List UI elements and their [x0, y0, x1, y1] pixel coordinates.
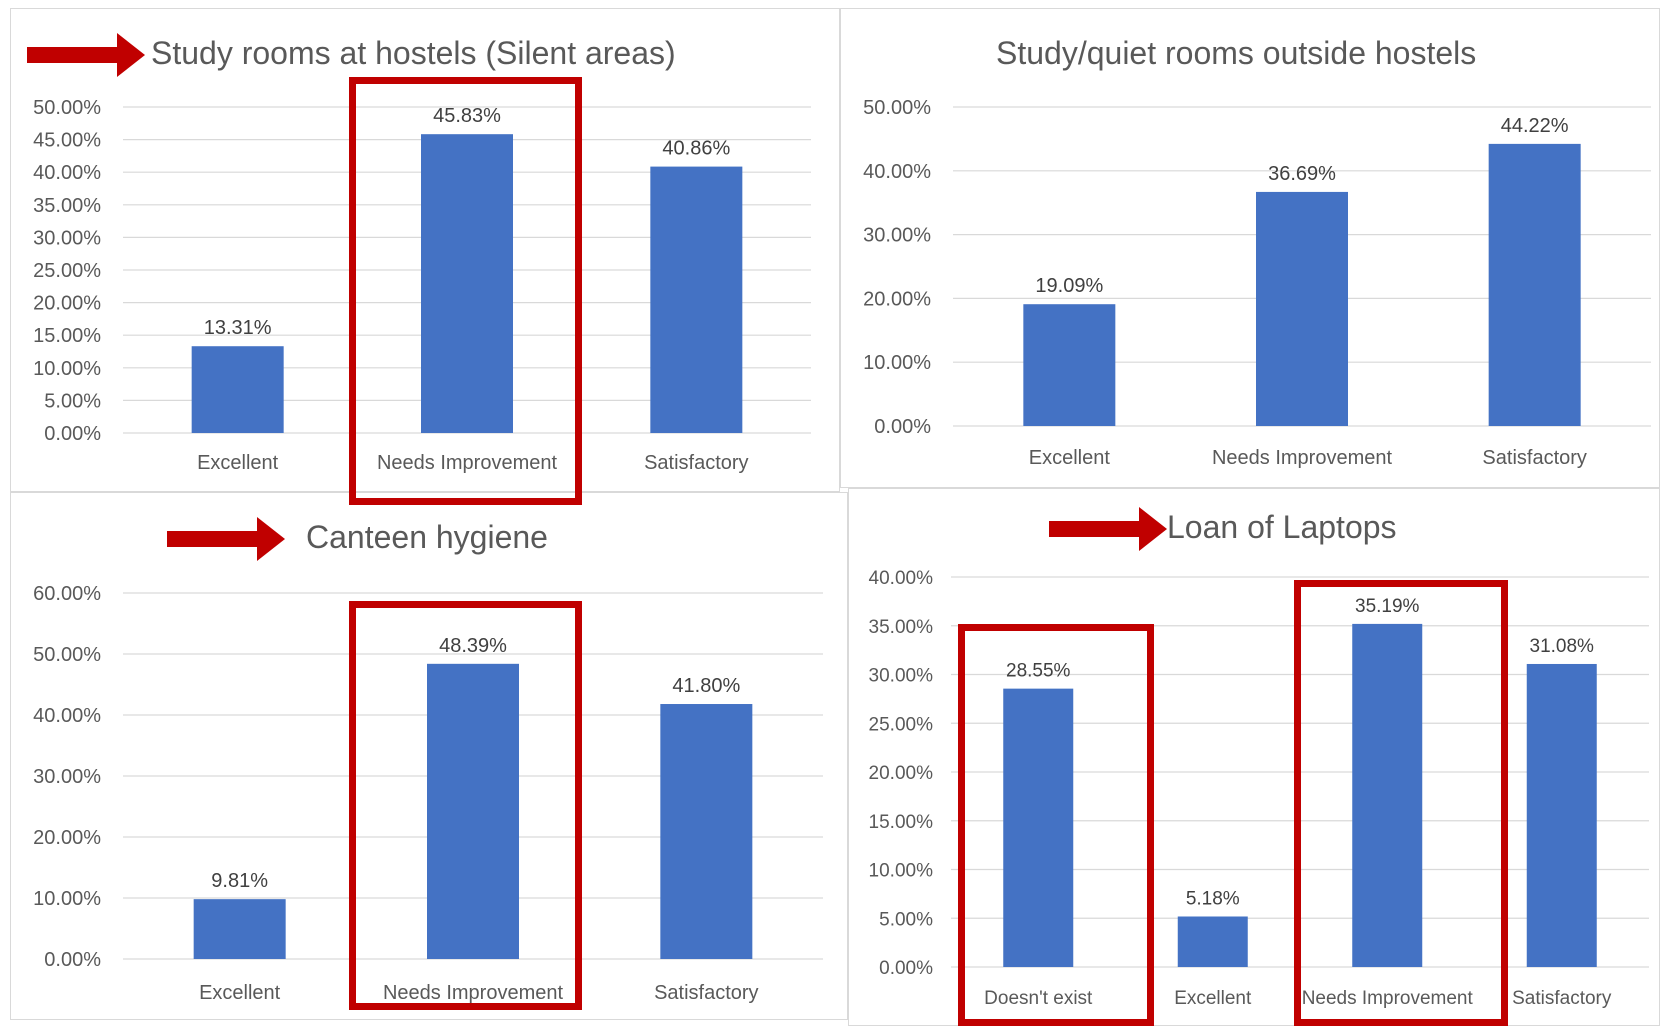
data-label: 31.08% — [1530, 636, 1595, 657]
x-tick-label: Satisfactory — [1482, 447, 1586, 469]
y-tick-label: 35.00% — [33, 195, 101, 217]
x-tick-label: Excellent — [1174, 988, 1252, 1009]
y-tick-label: 35.00% — [869, 617, 934, 638]
y-tick-label: 15.00% — [33, 325, 101, 347]
bar — [1256, 191, 1348, 426]
highlight-box-doesnt-exist — [958, 624, 1154, 1026]
data-label: 48.39% — [439, 635, 507, 657]
bar — [1526, 663, 1597, 967]
x-tick-label: Needs Improvement — [383, 982, 564, 1004]
bar — [421, 134, 513, 433]
data-label: 5.18% — [1186, 888, 1240, 909]
highlight-box-needs-improvement — [349, 601, 582, 1010]
bar-chart: 0.00% 10.00% 20.00% 30.00% 40.00% 50.00% 60.00… — [33, 583, 823, 1004]
y-tick-label: 0.00% — [44, 949, 101, 971]
y-tick-label: 30.00% — [33, 766, 101, 788]
y-tick-label: 10.00% — [33, 888, 101, 910]
y-tick-label: 40.00% — [863, 161, 931, 183]
y-tick-label: 40.00% — [33, 162, 101, 184]
data-label: 35.19% — [1355, 596, 1420, 617]
arrow-icon — [167, 517, 285, 561]
bar — [1003, 688, 1074, 967]
data-label: 36.69% — [1268, 163, 1336, 185]
data-label: 44.22% — [1501, 115, 1569, 137]
y-tick-label: 60.00% — [33, 583, 101, 605]
y-tick-label: 0.00% — [44, 423, 101, 445]
y-tick-label: 15.00% — [869, 812, 934, 833]
bar-chart: 0.00% 5.00% 10.00% 15.00% 20.00% 25.00% 30.00%… — [869, 568, 1649, 1009]
bar — [427, 663, 519, 959]
data-label: 19.09% — [1035, 275, 1103, 297]
x-tick-label: Needs Improvement — [377, 452, 558, 474]
y-tick-label: 10.00% — [863, 352, 931, 374]
chart-title: Study rooms at hostels (Silent areas) — [151, 35, 676, 71]
x-tick-label: Satisfactory — [654, 982, 758, 1004]
chart-panel-canteen-hygiene: Canteen hygiene 0.00% 10.00% 20.00% 30.00% 4… — [10, 492, 848, 1020]
bar — [660, 704, 753, 959]
y-tick-label: 50.00% — [33, 644, 101, 666]
chart-title: Canteen hygiene — [306, 519, 548, 555]
arrow-icon — [1049, 507, 1167, 551]
x-tick-label: Needs Improvement — [1212, 447, 1393, 469]
y-tick-label: 10.00% — [33, 358, 101, 380]
arrow-icon — [27, 33, 145, 77]
x-tick-label: Doesn't exist — [984, 988, 1093, 1009]
bar-chart: 0.00% 10.00% 20.00% 30.00% 40.00% 50.00% 19.09… — [863, 97, 1651, 469]
bar — [650, 166, 743, 433]
x-tick-label: Satisfactory — [1512, 988, 1612, 1009]
chart-panel-study-rooms-hostels: Study rooms at hostels (Silent areas) 0.… — [10, 8, 840, 492]
y-tick-label: 20.00% — [33, 827, 101, 849]
chart-title: Study/quiet rooms outside hostels — [996, 35, 1477, 71]
highlight-box-needs-improvement — [349, 77, 582, 505]
y-tick-label: 40.00% — [33, 705, 101, 727]
chart-panel-loan-of-laptops: Loan of Laptops 0.00% 5.00% 10.00% 15.00% 20… — [848, 488, 1660, 1026]
data-label: 9.81% — [211, 870, 268, 892]
y-tick-label: 30.00% — [869, 666, 934, 687]
bar — [1177, 916, 1248, 967]
chart-title: Loan of Laptops — [1167, 509, 1397, 545]
x-tick-label: Excellent — [1029, 447, 1111, 469]
y-tick-label: 5.00% — [44, 390, 101, 412]
chart-panel-study-rooms-outside: Study/quiet rooms outside hostels 0.00% 1… — [840, 8, 1660, 488]
data-label: 45.83% — [433, 105, 501, 127]
y-tick-label: 45.00% — [33, 130, 101, 152]
bar — [1488, 143, 1581, 426]
highlight-box-needs-improvement — [1294, 580, 1508, 1026]
y-tick-label: 50.00% — [863, 97, 931, 119]
y-tick-label: 20.00% — [33, 293, 101, 315]
data-label: 41.80% — [672, 675, 740, 697]
y-tick-label: 20.00% — [869, 763, 934, 784]
bar-chart: 0.00% 5.00% 10.00% 15.00% 20.00% 25.00% 30.00%… — [33, 97, 811, 474]
x-tick-label: Excellent — [199, 982, 281, 1004]
y-tick-label: 30.00% — [863, 225, 931, 247]
y-tick-label: 0.00% — [874, 416, 931, 438]
bar — [193, 899, 286, 959]
y-tick-label: 20.00% — [863, 288, 931, 310]
y-tick-label: 10.00% — [869, 861, 934, 882]
data-label: 28.55% — [1006, 661, 1071, 682]
y-tick-label: 5.00% — [879, 909, 933, 930]
bar — [191, 346, 284, 433]
y-tick-label: 40.00% — [869, 568, 934, 589]
bar — [1352, 623, 1423, 967]
y-tick-label: 0.00% — [879, 958, 933, 979]
y-tick-label: 30.00% — [33, 227, 101, 249]
y-tick-label: 25.00% — [869, 714, 934, 735]
x-tick-label: Excellent — [197, 452, 279, 474]
data-label: 40.86% — [662, 138, 730, 160]
x-tick-label: Needs Improvement — [1302, 988, 1474, 1009]
x-tick-label: Satisfactory — [644, 452, 748, 474]
y-tick-label: 25.00% — [33, 260, 101, 282]
data-label: 13.31% — [204, 317, 272, 339]
y-tick-label: 50.00% — [33, 97, 101, 119]
bar — [1023, 304, 1116, 426]
